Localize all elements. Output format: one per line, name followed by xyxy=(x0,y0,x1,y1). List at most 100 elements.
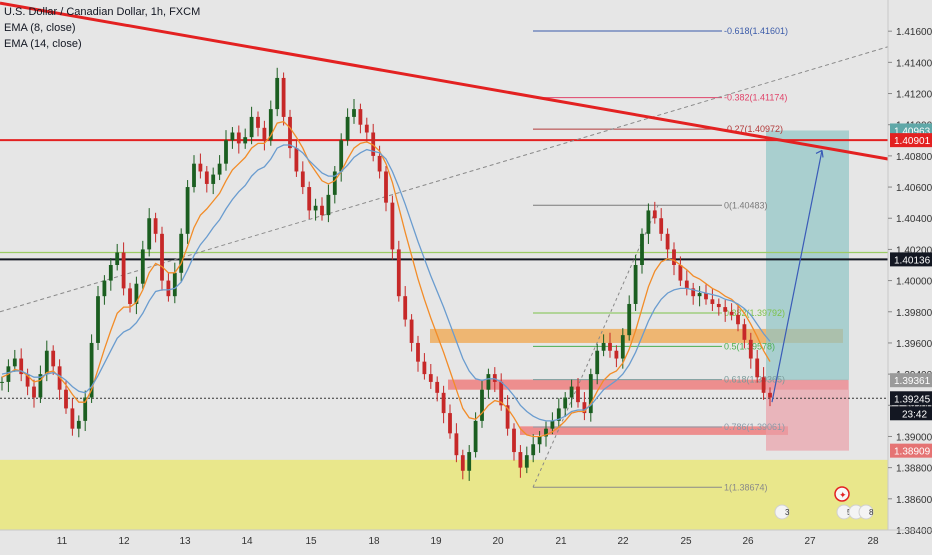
candle-body xyxy=(537,436,542,445)
candle-body xyxy=(83,397,88,421)
fib-level-label: -0.382(1.41174) xyxy=(724,93,787,103)
chart-title: U.S. Dollar / Canadian Dollar, 1h, FXCM xyxy=(4,6,201,18)
take-profit-zone xyxy=(766,130,849,381)
candle-body xyxy=(224,140,228,164)
time-tick-label: 25 xyxy=(680,536,692,547)
candle-body xyxy=(300,171,305,188)
candle-body xyxy=(179,233,184,273)
candle-body xyxy=(710,299,715,304)
candle-body xyxy=(185,187,190,234)
candle-body xyxy=(768,392,772,398)
candle-body xyxy=(736,314,740,325)
candle-body xyxy=(38,374,43,398)
candle-body xyxy=(582,402,587,414)
maple-leaf-icon: ✦ xyxy=(839,490,847,500)
candle-body xyxy=(281,77,286,117)
price-tick-label: 1.40600 xyxy=(896,183,932,194)
chart-legend: U.S. Dollar / Canadian Dollar, 1h, FXCM … xyxy=(4,4,200,52)
candle-body xyxy=(70,408,75,429)
candle-body xyxy=(371,132,376,156)
candle-body xyxy=(665,233,670,250)
candle-body xyxy=(409,319,414,343)
candle-body xyxy=(102,280,107,297)
price-tick-label: 1.39000 xyxy=(896,432,932,443)
time-tick-label: 11 xyxy=(57,536,68,547)
candle-body xyxy=(652,210,657,219)
candle-body xyxy=(288,116,292,149)
candle-body xyxy=(352,109,356,117)
candle-body xyxy=(121,252,126,289)
candle-body xyxy=(217,163,222,175)
time-tick-label: 20 xyxy=(492,536,504,547)
event-count-label: 3 xyxy=(785,508,790,517)
candle-body xyxy=(51,350,56,367)
candle-body xyxy=(748,339,753,359)
canada-flag-icon[interactable] xyxy=(834,486,850,502)
time-tick-label: 26 xyxy=(742,536,754,547)
projection-arrowhead xyxy=(815,149,824,158)
candle-body xyxy=(512,428,516,453)
candle-body xyxy=(313,205,318,211)
candle-body xyxy=(140,249,145,284)
candle-body xyxy=(64,389,68,409)
candle-body xyxy=(243,137,248,144)
candle-body xyxy=(204,171,209,184)
candle-body xyxy=(198,163,203,172)
candle-body xyxy=(89,342,94,398)
candle-body xyxy=(249,116,254,138)
price-tick-label: 1.39800 xyxy=(896,308,932,319)
candle-body xyxy=(236,132,241,144)
time-tick-label: 15 xyxy=(305,536,317,547)
time-tick-label: 13 xyxy=(179,536,191,547)
candle-body xyxy=(96,296,100,343)
candle-body xyxy=(172,272,177,297)
legend-ema-8: EMA (8, close) xyxy=(4,22,76,34)
price-badge xyxy=(890,391,932,406)
candle-body xyxy=(211,174,216,184)
candle-body xyxy=(755,358,760,378)
candle-body xyxy=(44,350,49,375)
event-flag-icon[interactable] xyxy=(858,504,874,520)
candle-body xyxy=(524,455,529,468)
candle-body xyxy=(441,392,446,414)
dashed-trend-line[interactable] xyxy=(0,46,889,313)
countdown-badge xyxy=(890,406,932,421)
price-tick-label: 1.40400 xyxy=(896,214,932,225)
candle-body xyxy=(672,249,676,265)
candle-body xyxy=(262,127,267,141)
candle-body xyxy=(505,405,510,429)
price-tick-label: 1.41200 xyxy=(896,90,932,101)
price-tick-label: 1.41400 xyxy=(896,58,932,69)
candle-body xyxy=(531,444,536,456)
candle-body xyxy=(256,116,260,128)
candle-body xyxy=(723,307,728,312)
candle-body xyxy=(390,202,395,250)
candle-body xyxy=(25,374,30,387)
price-tick-label: 1.38800 xyxy=(896,464,932,475)
candle-body xyxy=(12,358,17,367)
time-tick-label: 18 xyxy=(368,536,380,547)
time-tick-label: 22 xyxy=(617,536,629,547)
orange-zone xyxy=(430,328,843,343)
projection-arrow[interactable] xyxy=(771,150,823,403)
candle-body xyxy=(377,155,382,172)
candle-body xyxy=(576,386,580,403)
candle-body xyxy=(556,408,561,421)
candle-body xyxy=(473,420,478,453)
candle-body xyxy=(601,342,606,351)
fib-level-label: -0.27(1.40972) xyxy=(724,124,783,134)
event-flag-icon[interactable] xyxy=(774,504,790,520)
candle-body xyxy=(608,342,612,351)
fib-level-label: 0(1.40483) xyxy=(724,200,768,210)
descending-trendline[interactable] xyxy=(0,1,889,161)
price-tick-label: 1.39600 xyxy=(896,339,932,350)
time-tick-label: 28 xyxy=(867,536,879,547)
candle-body xyxy=(588,374,593,414)
price-tick-label: 1.38600 xyxy=(896,495,932,506)
fib-level-label: -0.618(1.41601) xyxy=(724,26,788,36)
candle-body xyxy=(620,335,625,359)
candle-body xyxy=(640,233,644,265)
candle-body xyxy=(416,342,420,362)
